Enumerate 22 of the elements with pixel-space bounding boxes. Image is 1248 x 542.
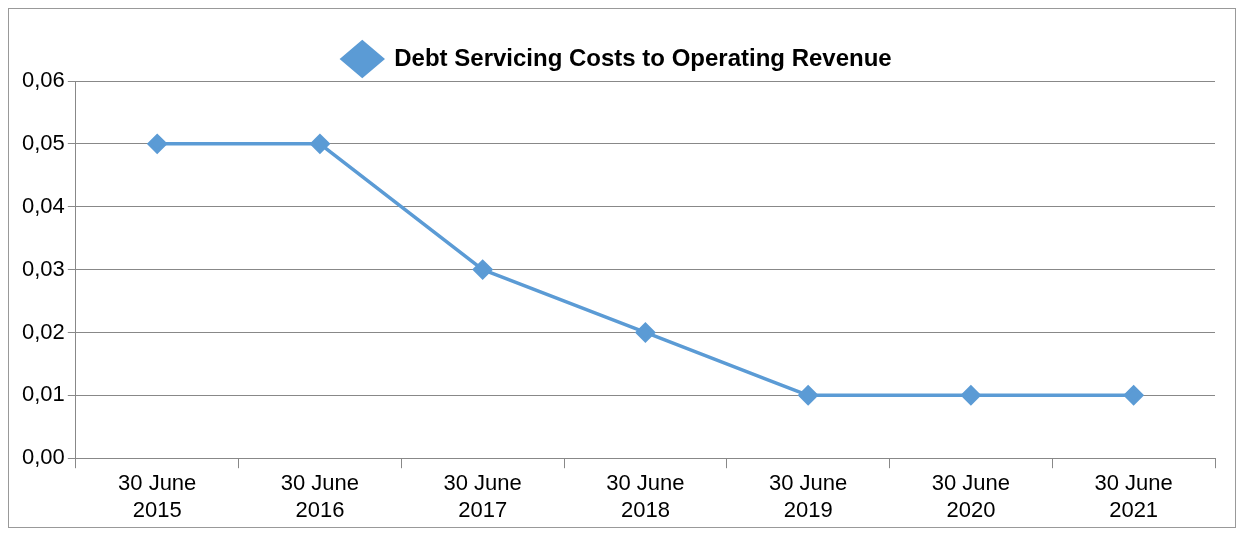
y-tick-label: 0,06: [21, 67, 65, 93]
y-tick-label: 0,02: [21, 318, 65, 344]
y-tick-label: 0,01: [21, 381, 65, 407]
point: [147, 134, 167, 154]
y-tick-label: 0,03: [21, 255, 65, 281]
x-tick-label: 30 June 2017: [443, 470, 522, 522]
x-tick-label: 30 June 2021: [1094, 470, 1173, 522]
y-tick-label: 0,00: [21, 444, 65, 470]
point: [798, 385, 818, 406]
point: [961, 385, 981, 406]
x-tick-label: 30 June 2015: [118, 470, 197, 522]
point: [310, 134, 330, 154]
point: [472, 259, 493, 280]
x-tick-label: 30 June 2016: [280, 470, 360, 522]
x-tick-label: 30 June 2019: [769, 470, 848, 522]
y-tick-label: 0,04: [21, 192, 65, 218]
y-tick-label: 0,05: [21, 129, 65, 155]
point: [1123, 385, 1144, 406]
point: [635, 322, 656, 343]
legend-label: Debt Servicing Costs to Operating Revenue: [394, 43, 892, 71]
x-tick-label: 30 June 2018: [606, 470, 685, 522]
x-tick-label: 30 June 2020: [931, 470, 1011, 522]
